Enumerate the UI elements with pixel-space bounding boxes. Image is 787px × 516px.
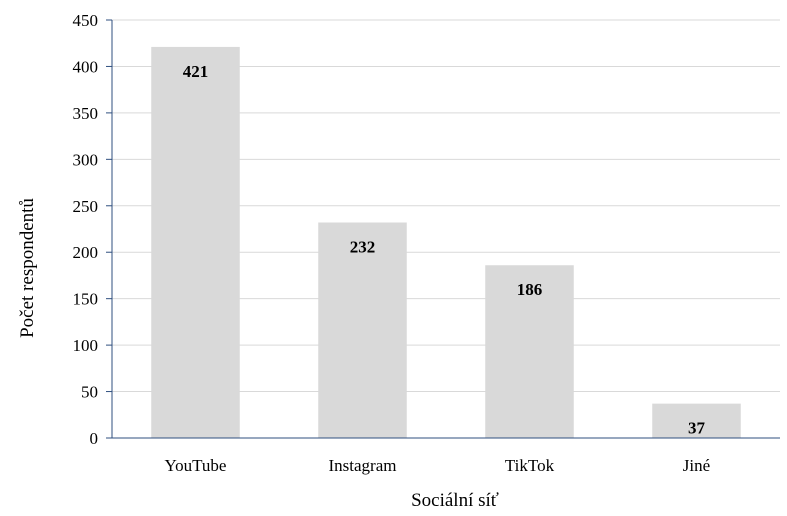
- axes: [106, 19, 780, 439]
- y-tick-label: 100: [73, 336, 99, 355]
- data-label: 421: [183, 62, 209, 81]
- y-tick-label: 150: [73, 290, 99, 309]
- x-tick-label: YouTube: [165, 456, 227, 475]
- y-tick-label: 400: [73, 57, 99, 76]
- labels: 0 50 100 150 200 250 300 350 400 450 421 YouTube 232…: [73, 11, 711, 475]
- data-label: 186: [517, 280, 543, 299]
- x-tick-label: TikTok: [505, 456, 555, 475]
- bar: [652, 403, 741, 438]
- bar: [318, 222, 407, 438]
- x-tick-label: Instagram: [329, 456, 397, 475]
- bars: [151, 46, 741, 439]
- y-tick-label: 250: [73, 197, 99, 216]
- data-label: 232: [350, 237, 376, 256]
- x-tick-label: Jiné: [683, 456, 710, 475]
- x-axis-title: Sociální síť: [411, 490, 499, 511]
- y-tick-label: 350: [73, 104, 99, 123]
- y-tick-label: 450: [73, 11, 99, 30]
- y-tick-label: 0: [90, 429, 99, 448]
- bar: [151, 46, 240, 439]
- bar: [485, 265, 574, 438]
- y-tick-label: 50: [81, 383, 98, 402]
- y-tick-label: 300: [73, 150, 99, 169]
- y-axis-title: Počet respondentů: [17, 198, 38, 338]
- y-tick-label: 200: [73, 243, 99, 262]
- data-label: 37: [688, 419, 706, 438]
